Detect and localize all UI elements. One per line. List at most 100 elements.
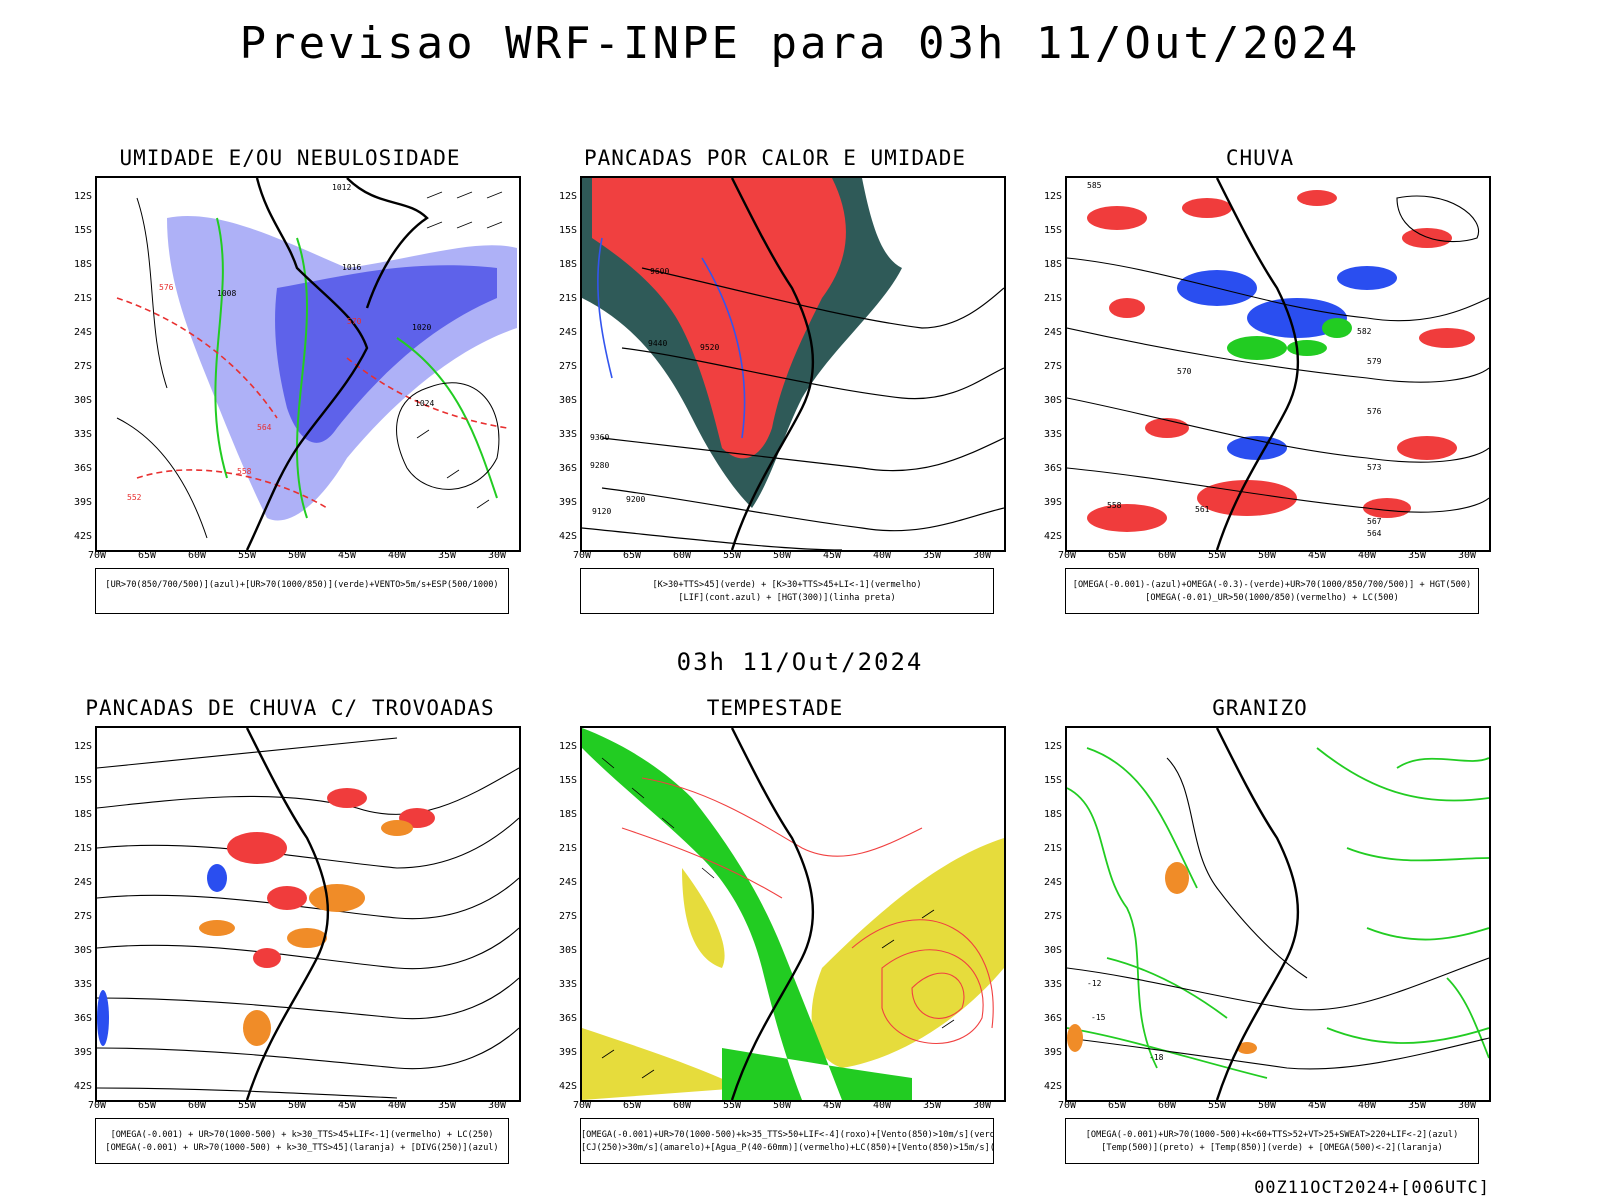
label-9520: 9520 [700,343,719,352]
legend-line-1: [OMEGA(-0.001)+UR>70(1000-500)+k<60+TTS>… [1085,1130,1459,1140]
lat-tick-label: 24S [558,327,577,338]
legend-line-1: [OMEGA(-0.001)-(azul)+OMEGA(-0.3)-(verde… [1072,580,1472,590]
lat-tick-label: 21S [1043,843,1062,854]
label-9120: 9120 [592,507,611,516]
panel-granizo: GRANIZO -12 -15 -18 [OMEGA(-0.001)+UR>70… [1030,696,1491,1166]
legend-line-2: [OMEGA(-0.001) + UR>70(1000-500) + k>30_… [105,1143,499,1153]
label-1008: 1008 [217,289,236,298]
isobars [116,197,500,539]
lon-tick-label: 65W [1107,550,1127,561]
legend-line-2: [Temp(500)](preto) + [Temp(850)](verde) … [1101,1143,1443,1153]
lat-tick-label: 12S [73,741,92,752]
red-cells [227,788,435,968]
lat-tick-label: 33S [1043,429,1062,440]
orange-cells [199,820,413,1046]
red-dashed [116,297,508,509]
lon-tick-label: 55W [237,550,257,561]
main-title: Previsao WRF-INPE para 03h 11/Out/2024 [239,18,1361,69]
map-pancadas-calor: 9600 9520 9440 9360 9280 9200 9120 [580,176,1006,552]
jet-yellow-west [582,868,742,1100]
lat-tick-label: 42S [558,1081,577,1092]
label-9600: 9600 [650,267,669,276]
lon-tick-label: 40W [1357,550,1377,561]
lat-tick-label: 36S [1043,1013,1062,1024]
lat-tick-label: 18S [558,259,577,270]
lon-tick-label: 50W [287,550,307,561]
label-585: 585 [1087,181,1102,190]
map-svg-tempestade [582,728,1004,1100]
lon-tick-label: 30W [487,550,507,561]
map-tempestade [580,726,1006,1102]
lat-tick-label: 42S [73,1081,92,1092]
lat-tick-label: 12S [1043,191,1062,202]
lon-tick-label: 70W [1057,550,1077,561]
lon-tick-label: 40W [387,1100,407,1111]
temp850-green [1067,747,1489,1079]
lon-tick-label: 30W [1457,1100,1477,1111]
lon-tick-label: 40W [1357,1100,1377,1111]
lat-tick-label: 15S [1043,775,1062,786]
streamlines [97,737,519,1099]
green-contour [214,217,498,519]
lon-tick-label: 30W [487,1100,507,1111]
lon-tick-label: 65W [137,550,157,561]
map-umidade: 1012 1008 1016 1020 1024 576 570 564 558… [95,176,521,552]
legend-chuva: [OMEGA(-0.001)-(azul)+OMEGA(-0.3)-(verde… [1065,568,1479,614]
label-558: 558 [1107,501,1122,510]
label-567: 567 [1367,517,1382,526]
label-9360: 9360 [590,433,609,442]
lat-tick-label: 30S [1043,945,1062,956]
legend-line-2: [LIF](cont.azul) + [HGT(300)](linha pret… [678,593,896,603]
mid-title: 03h 11/Out/2024 [676,648,924,676]
map-svg-trovoadas [97,728,519,1100]
lon-tick-label: 60W [672,550,692,561]
label-1020: 1020 [412,323,431,332]
lon-tick-label: 40W [872,550,892,561]
lat-tick-label: 30S [558,945,577,956]
lon-tick-label: 65W [137,1100,157,1111]
panel-title: PANCADAS DE CHUVA C/ TROVOADAS [85,696,495,720]
panel-title: PANCADAS POR CALOR E UMIDADE [583,146,966,170]
legend-line-1: [OMEGA(-0.001)+UR>70(1000-500)+k>35_TTS>… [581,1130,994,1140]
legend-trovoadas: [OMEGA(-0.001) + UR>70(1000-500) + k>30_… [95,1118,509,1164]
lat-tick-label: 36S [73,463,92,474]
footer-run-id: 00Z11OCT2024+[006UTC] [1254,1178,1490,1198]
panel-title: UMIDADE E/OU NEBULOSIDADE [119,146,461,170]
lon-tick-label: 70W [87,1100,107,1111]
label-12: -12 [1087,979,1102,988]
lat-tick-label: 27S [558,911,577,922]
coastline [730,178,815,550]
lat-tick-label: 30S [558,395,577,406]
label-570: 570 [347,317,362,326]
lat-tick-label: 12S [558,191,577,202]
label-576: 576 [159,283,174,292]
lat-tick-label: 42S [73,531,92,542]
lat-tick-label: 33S [558,429,577,440]
lat-tick-label: 15S [73,775,92,786]
lat-tick-label: 21S [73,293,92,304]
label-18: -18 [1149,1053,1164,1062]
lat-tick-label: 30S [73,945,92,956]
legend-granizo: [OMEGA(-0.001)+UR>70(1000-500)+k<60+TTS>… [1065,1118,1479,1164]
coastline [1215,728,1300,1100]
panel-pancadas-calor: PANCADAS POR CALOR E UMIDADE 9600 9520 9… [545,146,1006,616]
hgt-contours [1067,195,1489,513]
lon-tick-label: 65W [622,550,642,561]
lat-tick-label: 15S [1043,225,1062,236]
lon-tick-label: 55W [722,550,742,561]
lon-tick-label: 60W [1157,550,1177,561]
coastline [1215,178,1300,550]
shade-blue-dark [275,265,497,443]
lat-tick-label: 27S [558,361,577,372]
lat-tick-label: 27S [73,911,92,922]
lat-tick-label: 39S [558,1047,577,1058]
lat-tick-label: 24S [1043,327,1062,338]
lat-tick-label: 42S [1043,531,1062,542]
wind-green [582,728,912,1100]
lon-tick-label: 30W [972,550,992,561]
lat-tick-label: 39S [73,1047,92,1058]
lif-blue [597,237,746,439]
panel-title: CHUVA [1225,146,1295,170]
label-552: 552 [127,493,142,502]
lat-tick-label: 15S [73,225,92,236]
